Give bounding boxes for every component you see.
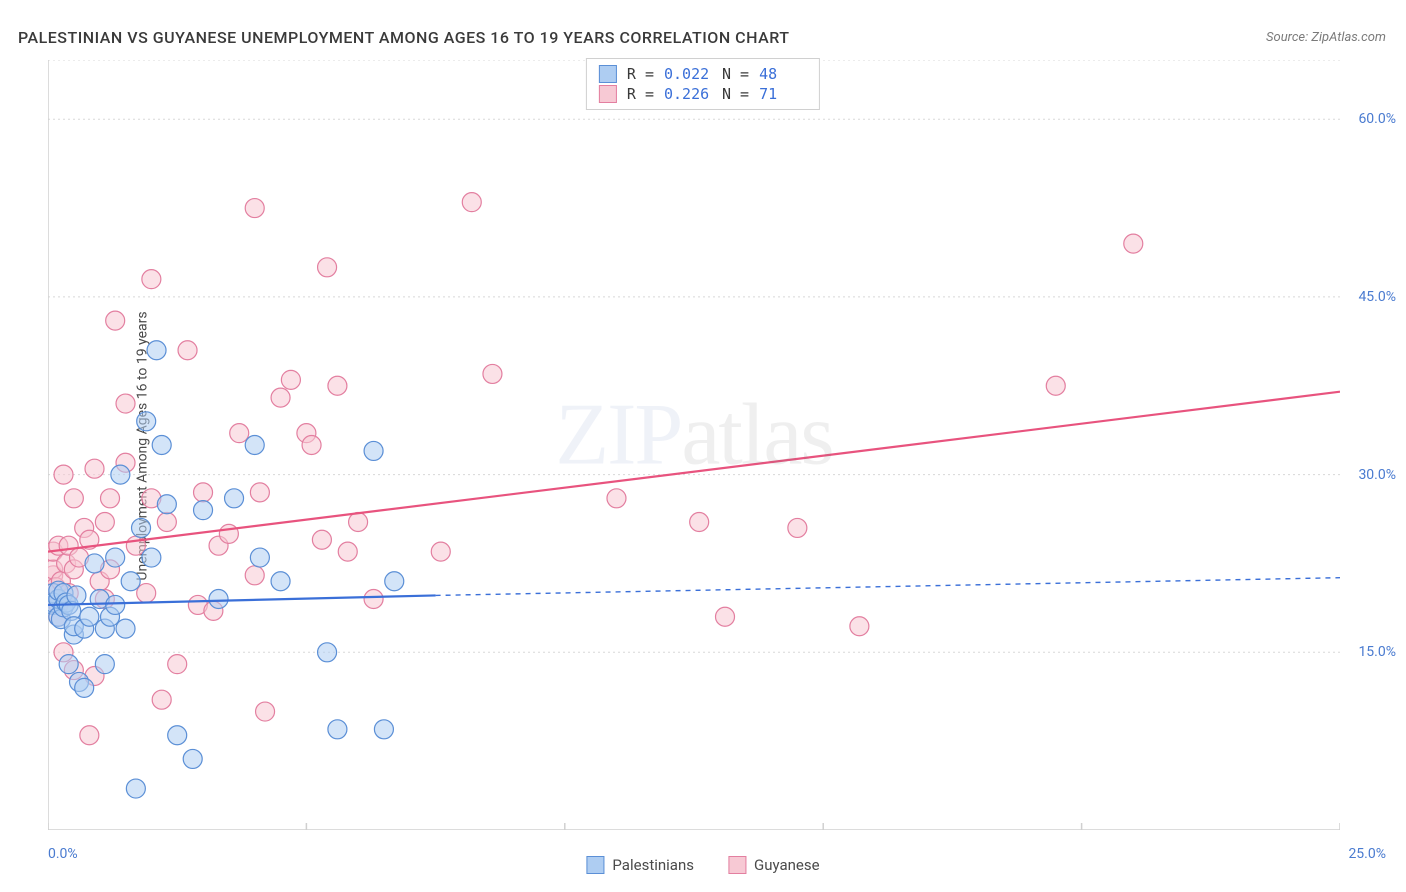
swatch-guyanese-icon bbox=[599, 85, 617, 103]
source-credit: Source: ZipAtlas.com bbox=[1266, 30, 1386, 45]
stats-row-palestinians: R = 0.022 N = 48 bbox=[599, 64, 807, 84]
n-value: 48 bbox=[759, 65, 807, 83]
chart-area: ZIPatlas bbox=[48, 60, 1340, 830]
swatch-guyanese-icon bbox=[728, 856, 746, 874]
scatter-chart bbox=[48, 60, 1340, 830]
legend-label: Guyanese bbox=[754, 856, 820, 874]
r-value: 0.226 bbox=[664, 85, 712, 103]
swatch-palestinians-icon bbox=[586, 856, 604, 874]
y-tick-30: 30.0% bbox=[1358, 467, 1396, 483]
stats-row-guyanese: R = 0.226 N = 71 bbox=[599, 84, 807, 104]
r-label: R = bbox=[627, 85, 654, 103]
legend-guyanese: Guyanese bbox=[728, 856, 820, 874]
x-tick-0: 0.0% bbox=[48, 846, 78, 862]
r-label: R = bbox=[627, 65, 654, 83]
n-label: N = bbox=[722, 65, 749, 83]
y-tick-15: 15.0% bbox=[1358, 644, 1396, 660]
y-tick-45: 45.0% bbox=[1358, 289, 1396, 305]
swatch-palestinians-icon bbox=[599, 65, 617, 83]
x-tick-25: 25.0% bbox=[1348, 846, 1386, 862]
r-value: 0.022 bbox=[664, 65, 712, 83]
n-label: N = bbox=[722, 85, 749, 103]
stats-legend: R = 0.022 N = 48 R = 0.226 N = 71 bbox=[586, 58, 820, 110]
series-legend: Palestinians Guyanese bbox=[586, 856, 819, 874]
y-tick-60: 60.0% bbox=[1358, 111, 1396, 127]
chart-container: PALESTINIAN VS GUYANESE UNEMPLOYMENT AMO… bbox=[0, 0, 1406, 892]
legend-palestinians: Palestinians bbox=[586, 856, 694, 874]
legend-label: Palestinians bbox=[612, 856, 694, 874]
chart-title: PALESTINIAN VS GUYANESE UNEMPLOYMENT AMO… bbox=[18, 28, 789, 47]
n-value: 71 bbox=[759, 85, 807, 103]
